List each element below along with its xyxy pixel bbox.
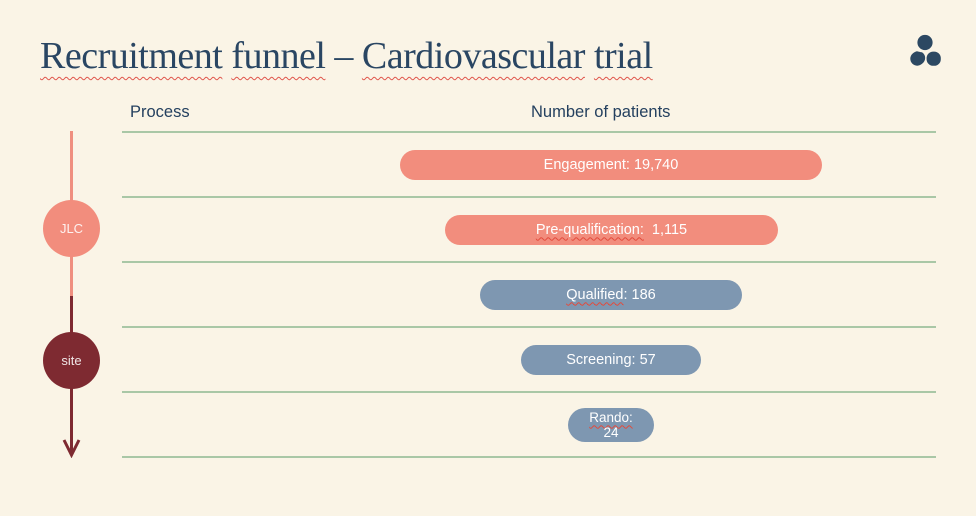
timeline-node-label: site <box>61 353 82 368</box>
bar-label-squiggle: Qualified <box>566 286 624 303</box>
title-dash: – <box>334 35 353 77</box>
title-word: trial <box>593 35 653 77</box>
funnel-bar-qualified: Qualified: 186 <box>480 279 742 310</box>
title-word: Recruitment <box>40 35 223 77</box>
funnel-row-rando: Rando: 24 <box>122 393 936 458</box>
three-dot-cluster-logo-icon <box>906 34 944 68</box>
bar-label: Engagement: 19,740 <box>543 156 679 173</box>
funnel-bar-engagement: Engagement: 19,740 <box>400 149 822 180</box>
bar-label: 24 <box>603 424 619 440</box>
bar-label-squiggle: Pre-qualification: <box>535 221 644 238</box>
column-header-process: Process <box>130 103 190 121</box>
title-word: Cardiovascular <box>361 35 586 77</box>
bar-label-squiggle: Rando: <box>589 409 633 425</box>
column-header-number-of-patients: Number of patients <box>531 103 671 121</box>
funnel-row-qualified: Qualified: 186 <box>122 263 936 328</box>
timeline-node-label: JLC <box>59 221 84 236</box>
funnel-bar-screening: Screening: 57 <box>521 344 701 375</box>
bar-label: 1,115 <box>643 221 688 238</box>
timeline-node-site: site <box>43 332 100 389</box>
timeline-node-jlc: JLC <box>43 200 100 257</box>
arrow-down-icon <box>61 438 83 463</box>
funnel-table: Engagement: 19,740 Pre-qualification: 1,… <box>122 131 936 458</box>
bar-label: : 186 <box>623 286 656 303</box>
bar-label: Screening: 57 <box>566 351 656 368</box>
funnel-row-pre-qualification: Pre-qualification: 1,115 <box>122 198 936 263</box>
page-title: Recruitment funnel – Cardiovascular tria… <box>40 34 653 78</box>
funnel-bar-rando: Rando: 24 <box>568 407 654 442</box>
funnel-bar-pre-qualification: Pre-qualification: 1,115 <box>445 214 778 245</box>
title-word: funnel <box>231 35 326 77</box>
funnel-row-screening: Screening: 57 <box>122 328 936 393</box>
funnel-row-engagement: Engagement: 19,740 <box>122 133 936 198</box>
